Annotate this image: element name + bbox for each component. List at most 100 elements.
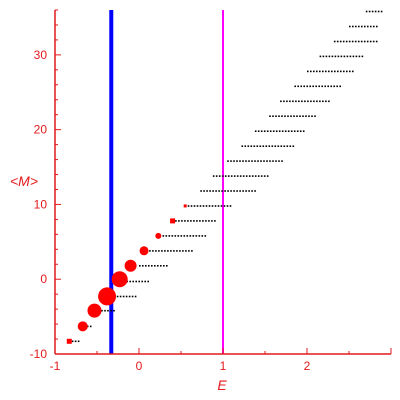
- small-point: [151, 265, 153, 267]
- small-point: [239, 175, 242, 177]
- small-point: [312, 85, 314, 88]
- small-point: [343, 55, 346, 58]
- small-point: [281, 130, 284, 132]
- small-point: [336, 40, 339, 43]
- small-point: [343, 70, 345, 73]
- small-point: [277, 145, 280, 147]
- small-point: [179, 250, 181, 252]
- small-point: [322, 70, 324, 73]
- small-point: [198, 235, 201, 237]
- small-point: [302, 115, 304, 117]
- small-point: [209, 190, 211, 192]
- small-point: [310, 100, 312, 103]
- small-point: [306, 85, 308, 88]
- small-point: [113, 309, 115, 312]
- small-point: [128, 295, 131, 298]
- small-point: [269, 130, 272, 132]
- small-point: [283, 145, 286, 147]
- small-point: [275, 115, 277, 117]
- x-tick-label: 2: [304, 359, 311, 373]
- small-point: [214, 220, 216, 222]
- small-point: [180, 235, 183, 237]
- small-point: [375, 40, 378, 43]
- small-point: [284, 115, 286, 117]
- small-point: [272, 130, 275, 132]
- small-point: [293, 115, 295, 117]
- small-point: [131, 295, 134, 298]
- small-point: [116, 295, 119, 298]
- small-point: [211, 205, 214, 207]
- small-point: [342, 40, 345, 43]
- small-point: [248, 190, 250, 192]
- small-point: [260, 175, 263, 177]
- small-point: [220, 205, 223, 207]
- small-point: [154, 265, 156, 267]
- small-point: [307, 70, 309, 73]
- small-point: [189, 235, 192, 237]
- small-point: [239, 160, 241, 162]
- small-point: [283, 100, 285, 103]
- small-point: [229, 205, 232, 207]
- small-point: [287, 115, 289, 117]
- small-point: [257, 175, 260, 177]
- small-point: [139, 265, 141, 267]
- small-point: [268, 145, 271, 147]
- small-point: [208, 205, 211, 207]
- small-point: [262, 145, 265, 147]
- small-point: [257, 130, 260, 132]
- small-points-series: [71, 10, 383, 343]
- small-point: [328, 55, 331, 58]
- y-tick-label: 20: [34, 123, 48, 137]
- small-point: [311, 115, 313, 117]
- small-point: [251, 190, 253, 192]
- small-point: [183, 235, 186, 237]
- small-point: [352, 25, 354, 28]
- y-tick-label: 0: [40, 272, 47, 286]
- small-point: [298, 100, 300, 103]
- small-point: [281, 160, 283, 162]
- small-point: [349, 70, 351, 73]
- large-point: [124, 259, 137, 272]
- small-point: [201, 235, 204, 237]
- small-point: [251, 175, 254, 177]
- x-tick-label: 1: [220, 359, 227, 373]
- small-point: [190, 205, 193, 207]
- small-point: [132, 280, 134, 283]
- small-point: [254, 160, 256, 162]
- small-point: [278, 115, 280, 117]
- small-point: [248, 160, 250, 162]
- small-point: [144, 280, 146, 283]
- small-point: [191, 250, 193, 252]
- small-point: [214, 205, 217, 207]
- small-point: [348, 40, 351, 43]
- small-point: [247, 145, 250, 147]
- small-point: [337, 70, 339, 73]
- small-point: [218, 175, 221, 177]
- small-point: [366, 40, 369, 43]
- small-point: [165, 235, 168, 237]
- small-point: [376, 25, 378, 28]
- small-point: [278, 160, 280, 162]
- small-point: [358, 55, 361, 58]
- small-point: [253, 145, 256, 147]
- small-point: [193, 220, 195, 222]
- small-point: [364, 25, 366, 28]
- small-point: [186, 235, 189, 237]
- small-point: [299, 115, 301, 117]
- small-point: [318, 85, 320, 88]
- small-point: [254, 190, 256, 192]
- small-point: [333, 85, 335, 88]
- small-point: [266, 175, 269, 177]
- small-point: [204, 235, 207, 237]
- small-point: [340, 70, 342, 73]
- small-point: [339, 85, 341, 88]
- small-point: [305, 115, 307, 117]
- small-point: [280, 145, 283, 147]
- small-point: [272, 115, 274, 117]
- small-point: [352, 70, 354, 73]
- y-axis-label: <M>: [10, 173, 38, 189]
- small-point: [271, 145, 274, 147]
- small-point: [145, 265, 147, 267]
- small-point: [217, 205, 220, 207]
- small-point: [244, 145, 247, 147]
